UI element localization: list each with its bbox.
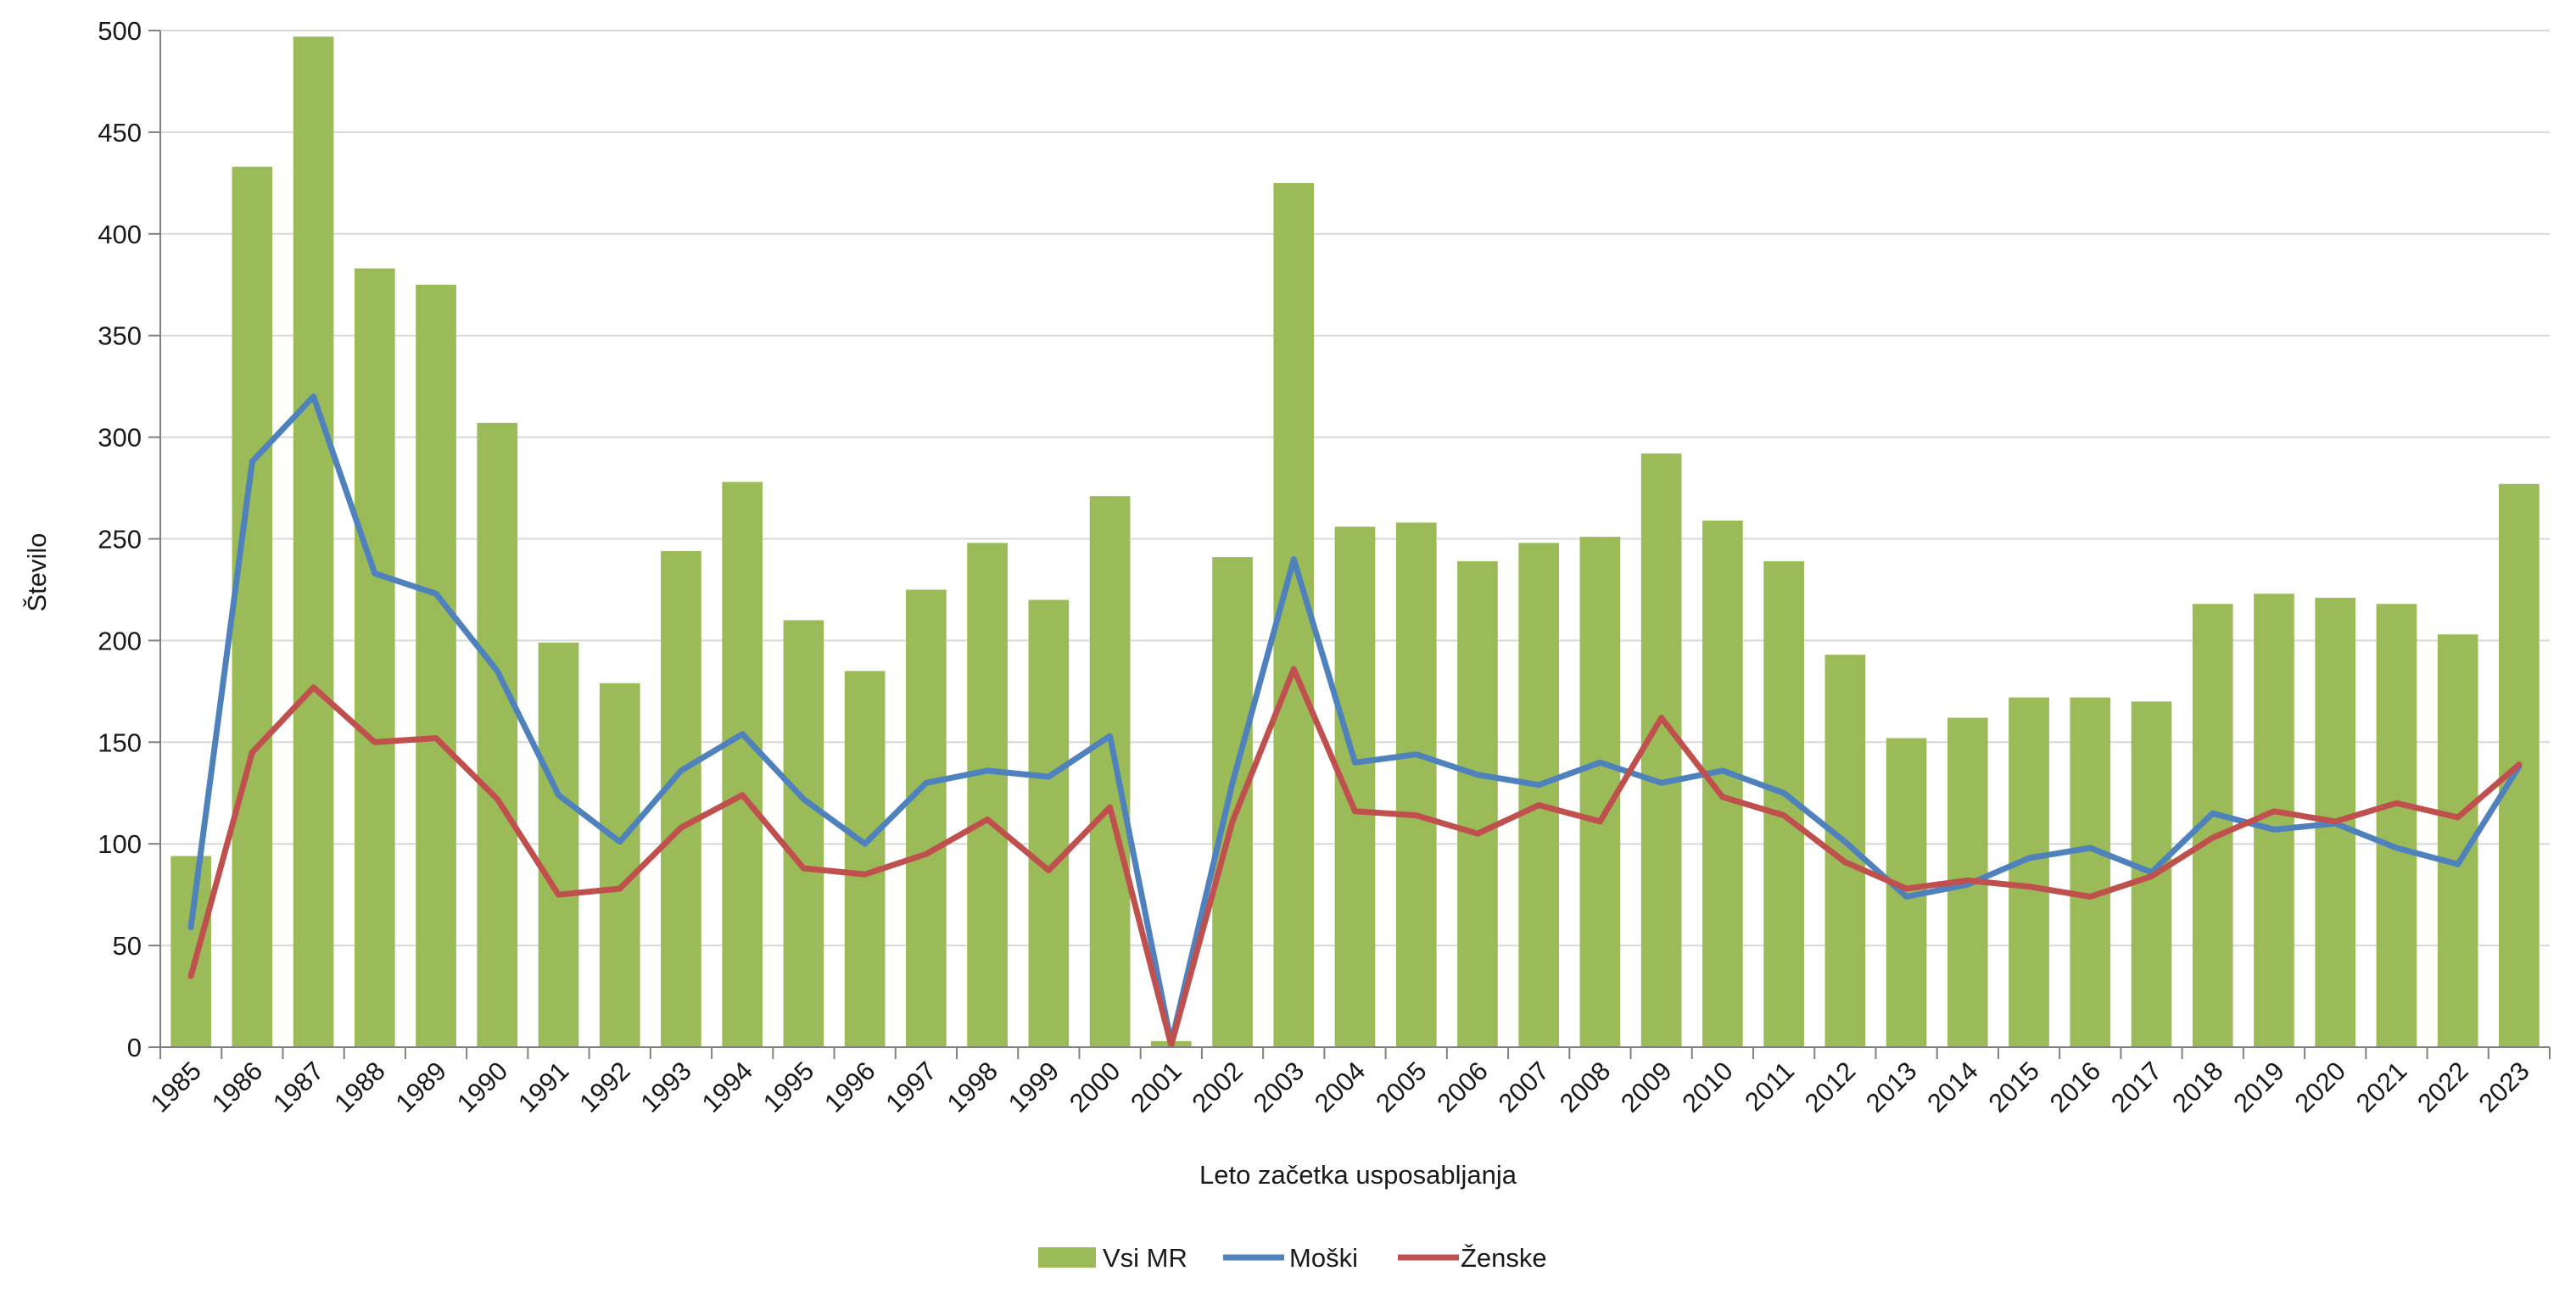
bar-2019 (2254, 594, 2294, 1047)
x-tick-label: 1991 (512, 1056, 575, 1118)
bar-1989 (416, 284, 456, 1047)
y-axis-title: Število (22, 532, 52, 611)
x-tick-label: 1987 (267, 1056, 330, 1118)
x-tick-label: 2014 (1921, 1056, 1984, 1118)
bar-2021 (2376, 604, 2417, 1047)
x-tick-label: 2013 (1860, 1056, 1923, 1118)
x-tick-label: 2020 (2289, 1056, 2352, 1118)
x-tick-label: 2000 (1064, 1056, 1126, 1118)
line-moski (187, 393, 2523, 1046)
bar-2016 (2070, 697, 2111, 1047)
x-tick-label: 2011 (1739, 1056, 1800, 1117)
y-tick-label: 200 (98, 626, 142, 655)
x-axis-title: Leto začetka usposabljanja (1199, 1160, 1517, 1190)
legend-label-vsi-mr: Vsi MR (1103, 1243, 1187, 1273)
x-tick-label: 1989 (389, 1056, 452, 1118)
y-tick-label: 350 (98, 321, 142, 351)
x-tick-label: 2023 (2473, 1056, 2535, 1118)
x-tick-label: 2010 (1676, 1056, 1739, 1118)
bar-1990 (477, 422, 518, 1048)
y-tick-label: 100 (98, 829, 142, 859)
legend: Vsi MR Moški Ženske (1038, 1243, 1547, 1273)
legend-label-moski: Moški (1289, 1243, 1358, 1273)
x-tick-label: 2004 (1309, 1056, 1372, 1118)
x-tick-label: 1988 (328, 1056, 391, 1118)
bar-series (170, 36, 2540, 1048)
x-tick-label: 2005 (1370, 1056, 1433, 1118)
bar-1988 (354, 268, 395, 1047)
y-tick-label: 150 (98, 728, 142, 757)
bar-2002 (1212, 557, 1253, 1047)
y-tick-label: 500 (98, 16, 142, 46)
bar-2015 (2009, 697, 2049, 1047)
legend-swatch-vsi-mr (1038, 1247, 1096, 1268)
bar-2000 (1089, 496, 1131, 1047)
bar-2008 (1579, 537, 1621, 1047)
x-tick-label: 2001 (1125, 1056, 1187, 1118)
x-tick-label: 2015 (1982, 1056, 2045, 1118)
x-tick-labels: 1985198619871988198919901991199219931994… (145, 1056, 2535, 1118)
bar-2004 (1334, 527, 1376, 1047)
bar-1992 (599, 683, 640, 1047)
x-tick-label: 2002 (1186, 1056, 1249, 1118)
x-tick-label: 2009 (1615, 1056, 1678, 1118)
bar-1997 (906, 589, 947, 1047)
x-tick-label: 2006 (1431, 1056, 1494, 1118)
line-series (187, 393, 2523, 1049)
bar-2005 (1395, 522, 1437, 1047)
bar-2007 (1518, 543, 1560, 1047)
axes (159, 31, 2551, 1059)
y-tick-label: 0 (127, 1033, 142, 1062)
x-tick-label: 1993 (634, 1056, 697, 1118)
bar-1987 (293, 36, 334, 1048)
bar-1991 (538, 642, 579, 1047)
x-tick-label: 2017 (2105, 1056, 2168, 1118)
x-tick-label: 1997 (880, 1056, 942, 1118)
y-tick-label: 50 (113, 931, 142, 961)
x-tick-label: 1998 (942, 1056, 1004, 1118)
legend-label-zenske: Ženske (1461, 1243, 1547, 1273)
bar-2010 (1702, 520, 1743, 1047)
bar-1986 (232, 166, 273, 1047)
y-tick-labels: 0 50 100 150 200 250 300 350 400 450 500 (98, 16, 142, 1062)
bar-1995 (783, 620, 824, 1047)
y-tick-label: 250 (98, 525, 142, 555)
y-tick-label: 450 (98, 118, 142, 148)
x-tick-label: 2003 (1248, 1056, 1310, 1118)
x-tick-label: 1995 (757, 1056, 820, 1118)
bar-1985 (170, 856, 211, 1047)
x-tick-label: 2016 (2044, 1056, 2107, 1118)
bar-1994 (722, 482, 763, 1047)
x-tick-label: 2008 (1554, 1056, 1617, 1118)
y-tick-label: 400 (98, 220, 142, 249)
x-tick-label: 2007 (1493, 1056, 1556, 1118)
x-tick-label: 1992 (573, 1056, 636, 1118)
x-tick-label: 2019 (2227, 1056, 2290, 1118)
x-tick-label: 2021 (2350, 1056, 2413, 1118)
x-tick-label: 1990 (451, 1056, 514, 1118)
bar-1996 (844, 671, 886, 1047)
x-tick-label: 1996 (819, 1056, 881, 1118)
x-tick-label: 1994 (696, 1056, 759, 1118)
y-tick-label: 300 (98, 423, 142, 453)
bar-1998 (967, 543, 1008, 1047)
x-tick-label: 1986 (206, 1056, 269, 1118)
bar-1999 (1028, 599, 1070, 1047)
x-tick-label: 2022 (2411, 1056, 2474, 1118)
bar-1993 (661, 550, 701, 1047)
x-tick-label: 2012 (1799, 1056, 1862, 1118)
x-tick-label: 1999 (1003, 1056, 1065, 1118)
x-tick-label: 1985 (145, 1056, 208, 1118)
bar-2006 (1457, 560, 1498, 1047)
bar-2009 (1640, 453, 1682, 1047)
line-zenske (187, 666, 2523, 1049)
x-tick-label: 2018 (2166, 1056, 2229, 1118)
